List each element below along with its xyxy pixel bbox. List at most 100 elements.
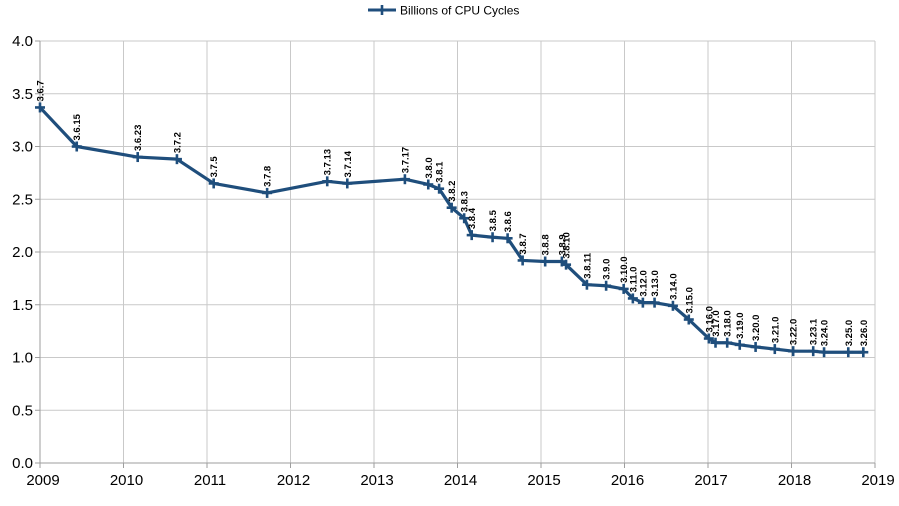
- data-point: 3.6.23: [132, 125, 144, 163]
- y-axis-tick-label: 4.0: [12, 33, 33, 50]
- data-point-label: 3.8.10: [562, 232, 573, 258]
- data-point-label: 3.13.0: [650, 270, 661, 296]
- data-point-label: 3.8.0: [424, 157, 435, 178]
- data-point: 3.8.7: [517, 233, 529, 266]
- data-point: 3.26.0: [858, 320, 870, 358]
- x-axis-tick-label: 2018: [778, 472, 811, 489]
- data-point: 3.10.0: [618, 257, 630, 294]
- data-point: 3.7.17: [399, 147, 411, 185]
- data-point: 3.6.15: [71, 113, 83, 152]
- data-point-label: 3.19.0: [735, 312, 746, 338]
- data-point-label: 3.7.17: [400, 147, 411, 173]
- x-axis-tick-label: 2016: [611, 472, 644, 489]
- legend-label: Billions of CPU Cycles: [400, 4, 519, 18]
- data-point-label: 3.8.1: [435, 161, 446, 183]
- y-axis-tick-label: 1.5: [12, 297, 33, 314]
- data-point: 3.17.0: [710, 310, 722, 348]
- data-point: 3.23.1: [808, 318, 820, 357]
- data-point-label: 3.6.23: [133, 125, 144, 151]
- data-point: 3.8.3: [459, 191, 471, 224]
- data-point-label: 3.7.5: [209, 156, 220, 178]
- data-point: 3.8.0: [423, 157, 435, 190]
- data-point: 3.14.0: [667, 273, 679, 311]
- data-point-label: 3.8.4: [467, 207, 478, 229]
- data-point: 3.18.0: [722, 310, 734, 348]
- data-point-label: 3.10.0: [619, 257, 630, 283]
- data-point: 3.7.13: [322, 149, 334, 187]
- x-axis-tick-label: 2012: [277, 472, 310, 489]
- data-point-label: 3.16.0: [704, 306, 715, 332]
- data-point: 3.7.8: [262, 166, 274, 198]
- data-point: 3.8.11: [581, 252, 593, 290]
- data-point-label: 3.8.5: [488, 209, 499, 231]
- data-point: 3.7.14: [342, 150, 354, 189]
- data-point: 3.19.0: [734, 312, 746, 350]
- x-axis-tick-label: 2010: [110, 472, 143, 489]
- data-point: 3.21.0: [769, 317, 781, 355]
- x-axis-tick-label: 2011: [194, 472, 226, 489]
- data-point: 3.9.0: [601, 259, 613, 291]
- data-point: 3.8.2: [446, 181, 458, 213]
- data-point: 3.8.6: [502, 211, 514, 244]
- data-point: 3.22.0: [788, 319, 800, 357]
- data-point: 3.7.2: [171, 132, 183, 165]
- x-axis-tick-label: 2009: [26, 472, 59, 489]
- data-point-label: 3.7.8: [263, 166, 274, 187]
- data-point-label: 3.6.7: [36, 80, 47, 101]
- data-point-label: 3.8.8: [541, 234, 552, 255]
- y-axis-tick-label: 0.0: [12, 455, 33, 472]
- data-point-label: 3.26.0: [859, 320, 870, 346]
- data-point: 3.24.0: [819, 320, 831, 358]
- data-point-label: 3.22.0: [789, 319, 800, 345]
- data-point: 3.11.0: [627, 267, 639, 304]
- data-point: 3.15.0: [683, 287, 695, 325]
- data-point-label: 3.14.0: [668, 273, 679, 299]
- data-point: 3.8.10: [561, 232, 573, 270]
- y-axis-tick-label: 1.0: [12, 350, 33, 367]
- data-point: 3.7.5: [208, 156, 220, 189]
- x-axis-tick-label: 2013: [360, 472, 393, 489]
- data-point-label: 3.8.9: [557, 234, 568, 255]
- data-point-label: 3.7.2: [172, 132, 183, 153]
- plot-area: 0.0 0.5 1.0 1.5 2.0 2.5 3.0 3.5 4.0 2009 2010 2011 2…: [12, 33, 895, 489]
- legend: Billions of CPU Cycles: [368, 4, 519, 18]
- data-point-label: 3.12.0: [638, 270, 649, 296]
- data-point-label: 3.8.6: [503, 211, 514, 232]
- x-axis-tick-label: 2019: [861, 472, 894, 489]
- data-point-label: 3.20.0: [751, 315, 762, 341]
- data-point: 3.16.0: [703, 306, 715, 344]
- x-axis-tick-label: 2017: [694, 472, 727, 489]
- data-point-label: 3.6.15: [72, 113, 83, 140]
- data-point-label: 3.15.0: [684, 287, 695, 313]
- data-point-label: 3.18.0: [723, 310, 734, 336]
- data-point-label: 3.17.0: [711, 310, 722, 336]
- data-point-label: 3.7.14: [343, 150, 354, 177]
- y-axis-tick-label: 2.0: [12, 244, 33, 261]
- data-point: 3.20.0: [750, 315, 762, 352]
- data-point: 3.8.4: [466, 207, 478, 241]
- data-point: 3.8.1: [434, 161, 446, 194]
- data-point-label: 3.21.0: [770, 317, 781, 343]
- data-point: 3.8.5: [487, 209, 499, 243]
- y-axis-tick-label: 3.5: [12, 86, 33, 103]
- data-point-label: 3.7.13: [323, 149, 334, 175]
- y-axis-tick-label: 3.0: [12, 139, 33, 156]
- data-point-label: 3.25.0: [844, 320, 855, 346]
- data-point-label: 3.8.11: [582, 252, 593, 279]
- data-point-label: 3.8.3: [460, 191, 471, 212]
- y-axis-tick-label: 2.5: [12, 191, 33, 208]
- data-point-label: 3.23.1: [809, 318, 820, 345]
- data-point-label: 3.11.0: [628, 267, 639, 293]
- data-point-label: 3.24.0: [820, 320, 831, 346]
- data-point: 3.6.7: [35, 80, 47, 113]
- data-point-label: 3.8.7: [518, 233, 529, 254]
- data-point: 3.25.0: [843, 320, 855, 358]
- data-point: 3.12.0: [637, 270, 649, 308]
- y-axis-tick-label: 0.5: [12, 402, 33, 419]
- x-axis-tick-label: 2015: [527, 472, 560, 489]
- x-axis-tick-label: 2014: [444, 472, 477, 489]
- data-point: 3.8.8: [540, 234, 552, 267]
- data-point-label: 3.8.2: [447, 181, 458, 202]
